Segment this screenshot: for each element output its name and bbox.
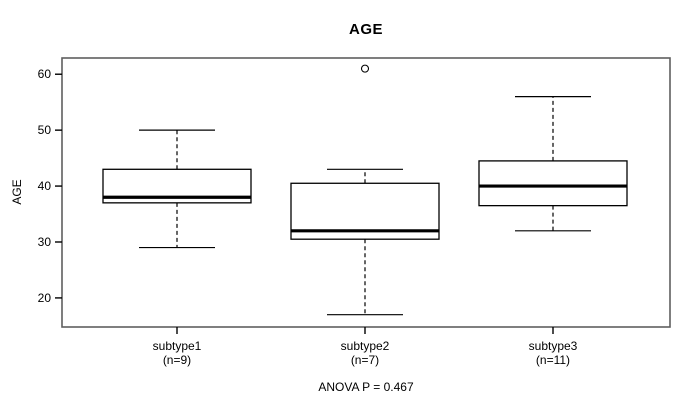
x-tick-sublabel: (n=9): [163, 353, 191, 367]
anova-p-note: ANOVA P = 0.467: [318, 380, 414, 394]
y-axis-label: AGE: [10, 179, 24, 205]
y-tick-label: 50: [38, 123, 52, 137]
y-tick-label: 40: [38, 179, 52, 193]
outlier-point: [360, 64, 370, 73]
x-tick-sublabel: (n=7): [351, 353, 379, 367]
y-tick-label: 20: [38, 291, 52, 305]
x-tick-sublabel: (n=11): [536, 353, 570, 367]
iqr-box: [478, 160, 628, 207]
x-tick-label: subtype1: [153, 339, 202, 353]
chart-title: AGE: [348, 21, 383, 38]
y-tick-label: 30: [38, 235, 52, 249]
x-tick-label: subtype2: [341, 339, 390, 353]
x-tick-label: subtype3: [529, 339, 578, 353]
y-tick-label: 60: [38, 67, 52, 81]
plot-frame: [61, 57, 671, 328]
